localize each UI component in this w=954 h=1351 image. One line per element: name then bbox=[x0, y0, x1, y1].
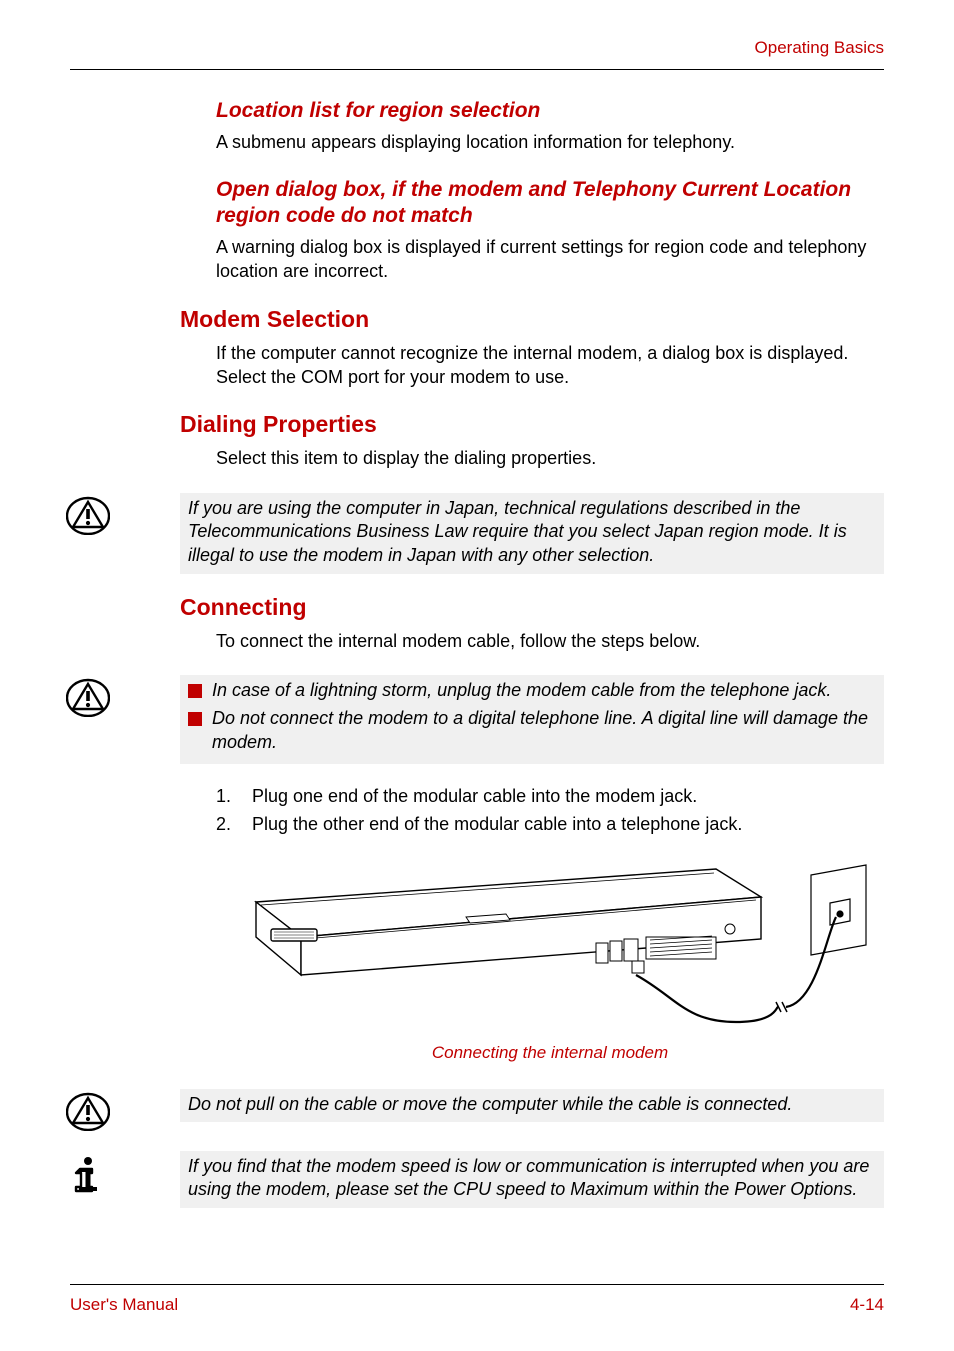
step-1: 1. Plug one end of the modular cable int… bbox=[216, 784, 884, 809]
footer-left: User's Manual bbox=[70, 1295, 178, 1315]
bullet-icon bbox=[188, 712, 202, 726]
heading-dialing-properties: Dialing Properties bbox=[180, 411, 884, 438]
callout-bullet-row: In case of a lightning storm, unplug the… bbox=[188, 679, 876, 703]
step-text: Plug the other end of the modular cable … bbox=[252, 812, 742, 837]
figure-modem-connection: Connecting the internal modem bbox=[180, 857, 884, 1063]
warning-icon bbox=[66, 675, 110, 717]
callout-japan-warning: If you are using the computer in Japan, … bbox=[180, 493, 884, 574]
figure-caption: Connecting the internal modem bbox=[216, 1043, 884, 1063]
body-location-list: A submenu appears displaying location in… bbox=[180, 130, 884, 154]
callout-cpu-speed: If you find that the modem speed is low … bbox=[180, 1151, 884, 1209]
callout-bullet-text: Do not connect the modem to a digital te… bbox=[212, 707, 876, 755]
step-number: 1. bbox=[216, 784, 238, 809]
warning-icon bbox=[66, 493, 110, 535]
callout-bullet-text: In case of a lightning storm, unplug the… bbox=[212, 679, 831, 703]
heading-open-dialog: Open dialog box, if the modem and Teleph… bbox=[180, 177, 884, 230]
steps-list: 1. Plug one end of the modular cable int… bbox=[180, 784, 884, 836]
heading-location-list: Location list for region selection bbox=[180, 98, 884, 124]
laptop-line-art bbox=[216, 857, 876, 1037]
heading-modem-selection: Modem Selection bbox=[180, 306, 884, 333]
header-section: Operating Basics bbox=[755, 38, 884, 58]
content-area: Location list for region selection A sub… bbox=[70, 98, 884, 1208]
callout-text: In case of a lightning storm, unplug the… bbox=[180, 675, 884, 764]
step-number: 2. bbox=[216, 812, 238, 837]
footer: User's Manual 4-14 bbox=[70, 1284, 884, 1315]
bullet-icon bbox=[188, 684, 202, 698]
body-connecting: To connect the internal modem cable, fol… bbox=[180, 629, 884, 653]
body-modem-selection: If the computer cannot recognize the int… bbox=[180, 341, 884, 390]
heading-connecting: Connecting bbox=[180, 594, 884, 621]
callout-text: If you find that the modem speed is low … bbox=[180, 1151, 884, 1209]
warning-icon bbox=[66, 1089, 110, 1131]
body-dialing-properties: Select this item to display the dialing … bbox=[180, 446, 884, 470]
header-rule: Operating Basics bbox=[70, 30, 884, 70]
callout-text: If you are using the computer in Japan, … bbox=[180, 493, 884, 574]
step-text: Plug one end of the modular cable into t… bbox=[252, 784, 697, 809]
callout-bullet-row: Do not connect the modem to a digital te… bbox=[188, 707, 876, 755]
body-open-dialog: A warning dialog box is displayed if cur… bbox=[180, 235, 884, 284]
callout-pull-cable: Do not pull on the cable or move the com… bbox=[180, 1089, 884, 1131]
step-2: 2. Plug the other end of the modular cab… bbox=[216, 812, 884, 837]
page: Operating Basics Location list for regio… bbox=[0, 0, 954, 1351]
callout-connecting-warnings: In case of a lightning storm, unplug the… bbox=[180, 675, 884, 764]
footer-right: 4-14 bbox=[850, 1295, 884, 1315]
callout-text: Do not pull on the cable or move the com… bbox=[180, 1089, 884, 1123]
info-icon bbox=[66, 1151, 110, 1197]
